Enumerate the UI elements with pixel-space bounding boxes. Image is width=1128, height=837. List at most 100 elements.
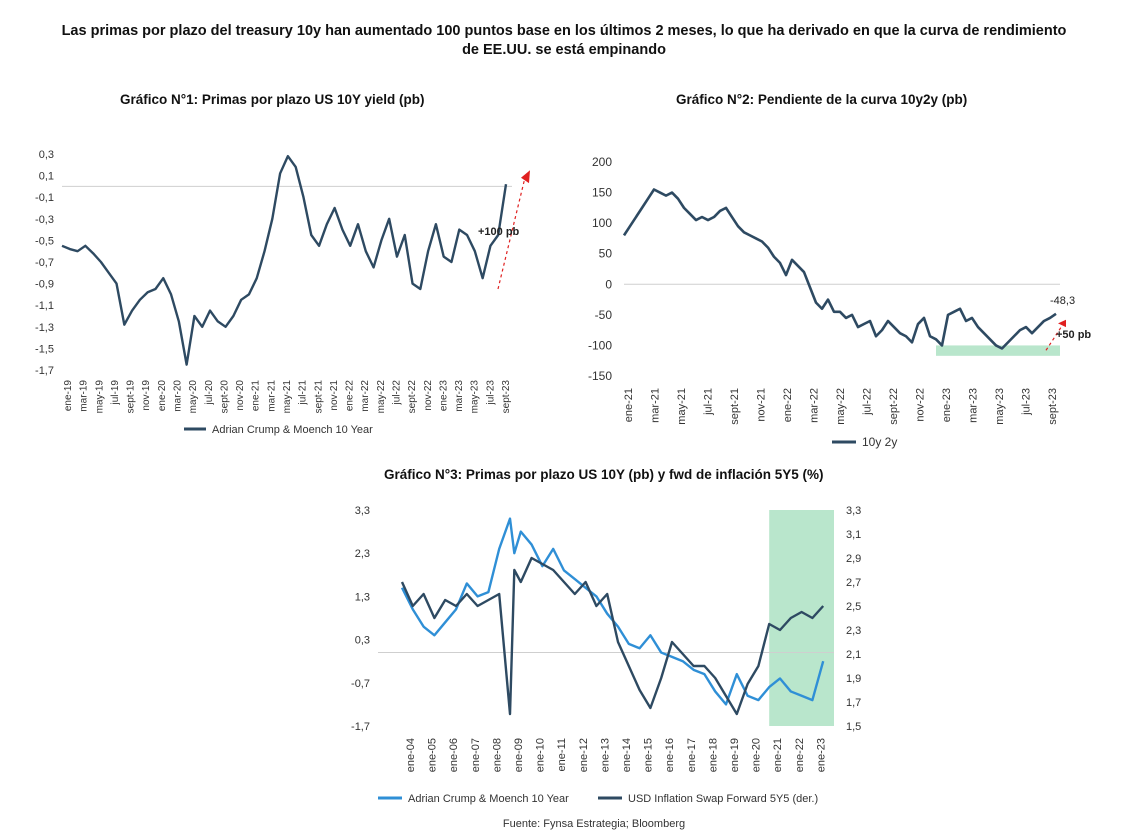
chart3-title: Gráfico N°3: Primas por plazo US 10Y (pb… [384, 467, 824, 482]
y-tick-label: 50 [599, 247, 613, 261]
annotation-label: +50 pb [1056, 329, 1091, 341]
y-tick-label: 0,3 [39, 149, 54, 161]
x-tick-label: sept-20 [219, 380, 230, 414]
x-tick-label: sept-22 [888, 388, 900, 425]
x-tick-label: sept-21 [729, 388, 741, 425]
series-line-5y5 [400, 556, 825, 716]
y-tick-label-right: 3,1 [846, 529, 861, 541]
chart3-plot: 3,3 2,3 1,3 0,3 -0,7 -1,7 3,3 3,1 2,9 2,7 2,5 2,3 2,… [351, 505, 861, 805]
chart2-plot: 200 150 100 50 0 -50 -100 -150 ene-21 mar-21 may-2… [588, 155, 1091, 449]
y-tick-label: -50 [595, 308, 613, 322]
x-tick-label: may-23 [994, 388, 1006, 425]
x-tick-label: ene-22 [782, 388, 794, 422]
x-tick-label: nov-22 [423, 380, 434, 411]
y-tick-label-right: 2,9 [846, 553, 861, 565]
x-tick-label: ene-10 [535, 738, 547, 772]
y-tick-label-left: 3,3 [355, 505, 370, 517]
x-tick-label: ene-16 [664, 738, 676, 772]
x-tick-label: ene-21 [623, 388, 635, 422]
x-tick-label: may-21 [676, 388, 688, 425]
x-tick-label: mar-19 [79, 380, 90, 412]
y-tick-label-right: 3,3 [846, 505, 861, 517]
x-tick-label: mar-21 [266, 380, 277, 412]
series-line-acm10y [400, 517, 825, 706]
x-tick-label: jul-23 [1021, 388, 1033, 416]
y-tick-label: -1,3 [35, 322, 54, 334]
chart1-plot: 0,3 0,1 -0,1 -0,3 -0,5 -0,7 -0,9 -1,1 -1,3 -1,5 -1… [35, 149, 530, 436]
y-tick-label: -0,7 [35, 257, 54, 269]
x-tick-label: mar-23 [454, 380, 465, 412]
x-tick-label: may-21 [282, 380, 293, 414]
x-tick-label: nov-22 [915, 388, 927, 422]
y-tick-label: -0,5 [35, 235, 54, 247]
chart2-title: Gráfico N°2: Pendiente de la curva 10y2y… [676, 92, 968, 107]
x-tick-label: ene-04 [405, 738, 417, 772]
y-tick-label: -100 [588, 338, 612, 352]
y-tick-label: 150 [592, 186, 612, 200]
series-line-acm10y [61, 154, 508, 366]
legend-label-acm10y: Adrian Crump & Moench 10 Year [408, 793, 569, 805]
y-tick-label-right: 1,5 [846, 721, 861, 733]
x-tick-label: ene-06 [448, 738, 460, 772]
y-tick-label-right: 2,3 [846, 625, 861, 637]
last-value-label: -48,3 [1050, 295, 1075, 307]
x-tick-label: mar-22 [360, 380, 371, 412]
y-tick-label: 100 [592, 216, 612, 230]
y-tick-label: -150 [588, 369, 612, 383]
x-tick-label: mar-22 [809, 388, 821, 423]
x-tick-label: sept-23 [1047, 388, 1059, 425]
x-tick-label: sept-21 [313, 380, 324, 414]
trend-arrow-head [1058, 319, 1066, 328]
y-tick-label: -0,1 [35, 192, 54, 204]
x-tick-label: may-19 [94, 380, 105, 414]
x-tick-label: ene-13 [599, 738, 611, 772]
x-tick-label: mar-23 [968, 388, 980, 423]
x-tick-label: mar-20 [173, 380, 184, 412]
x-tick-label: may-22 [835, 388, 847, 425]
y-tick-label: -0,9 [35, 279, 54, 291]
y-tick-label: -1,5 [35, 343, 54, 355]
x-tick-label: ene-15 [643, 738, 655, 772]
y-tick-label-right: 1,7 [846, 697, 861, 709]
y-tick-label-right: 2,5 [846, 601, 861, 613]
series-line-10y2y [622, 188, 1057, 350]
y-tick-label-left: 2,3 [355, 548, 370, 560]
x-tick-label: ene-09 [513, 738, 525, 772]
x-tick-label: ene-12 [578, 738, 590, 772]
y-tick-label-right: 2,7 [846, 577, 861, 589]
x-tick-label: jul-19 [110, 380, 121, 406]
y-tick-label-right: 1,9 [846, 673, 861, 685]
x-tick-label: jul-22 [392, 380, 403, 406]
x-tick-label: jul-20 [204, 380, 215, 406]
x-tick-label: sept-19 [126, 380, 137, 414]
x-tick-label: ene-22 [794, 738, 806, 772]
y-tick-label-left: -0,7 [351, 678, 370, 690]
x-tick-label: ene-21 [251, 380, 262, 412]
headline: Las primas por plazo del treasury 10y ha… [61, 23, 1067, 58]
x-tick-label: sept-22 [407, 380, 418, 414]
trend-arrow-line [497, 173, 527, 290]
chart1-title: Gráfico N°1: Primas por plazo US 10Y yie… [120, 92, 425, 107]
highlight-band [936, 345, 1060, 356]
trend-arrow-line [1045, 325, 1063, 351]
x-tick-label: ene-17 [686, 738, 698, 772]
x-tick-label: ene-11 [556, 738, 568, 771]
x-tick-label: jul-21 [703, 388, 715, 416]
y-tick-label: 0 [605, 277, 612, 291]
x-tick-label: ene-07 [470, 738, 482, 772]
legend-label-5y5: USD Inflation Swap Forward 5Y5 (der.) [628, 793, 818, 805]
x-tick-label: ene-21 [772, 738, 784, 772]
y-tick-label: 200 [592, 155, 612, 169]
source-note: Fuente: Fynsa Estrategia; Bloomberg [502, 818, 686, 830]
x-tick-label: ene-14 [621, 738, 633, 772]
legend-label: 10y 2y [862, 435, 897, 449]
x-tick-label: ene-19 [63, 380, 74, 412]
x-tick-label: ene-23 [438, 380, 449, 412]
x-tick-label: sept-23 [501, 380, 512, 414]
x-tick-label: may-20 [188, 380, 199, 414]
x-tick-label: may-23 [470, 380, 481, 414]
x-tick-label: ene-05 [427, 738, 439, 772]
x-tick-label: may-22 [376, 380, 387, 414]
y-tick-label: -0,3 [35, 214, 54, 226]
y-tick-label-right: 2,1 [846, 649, 861, 661]
